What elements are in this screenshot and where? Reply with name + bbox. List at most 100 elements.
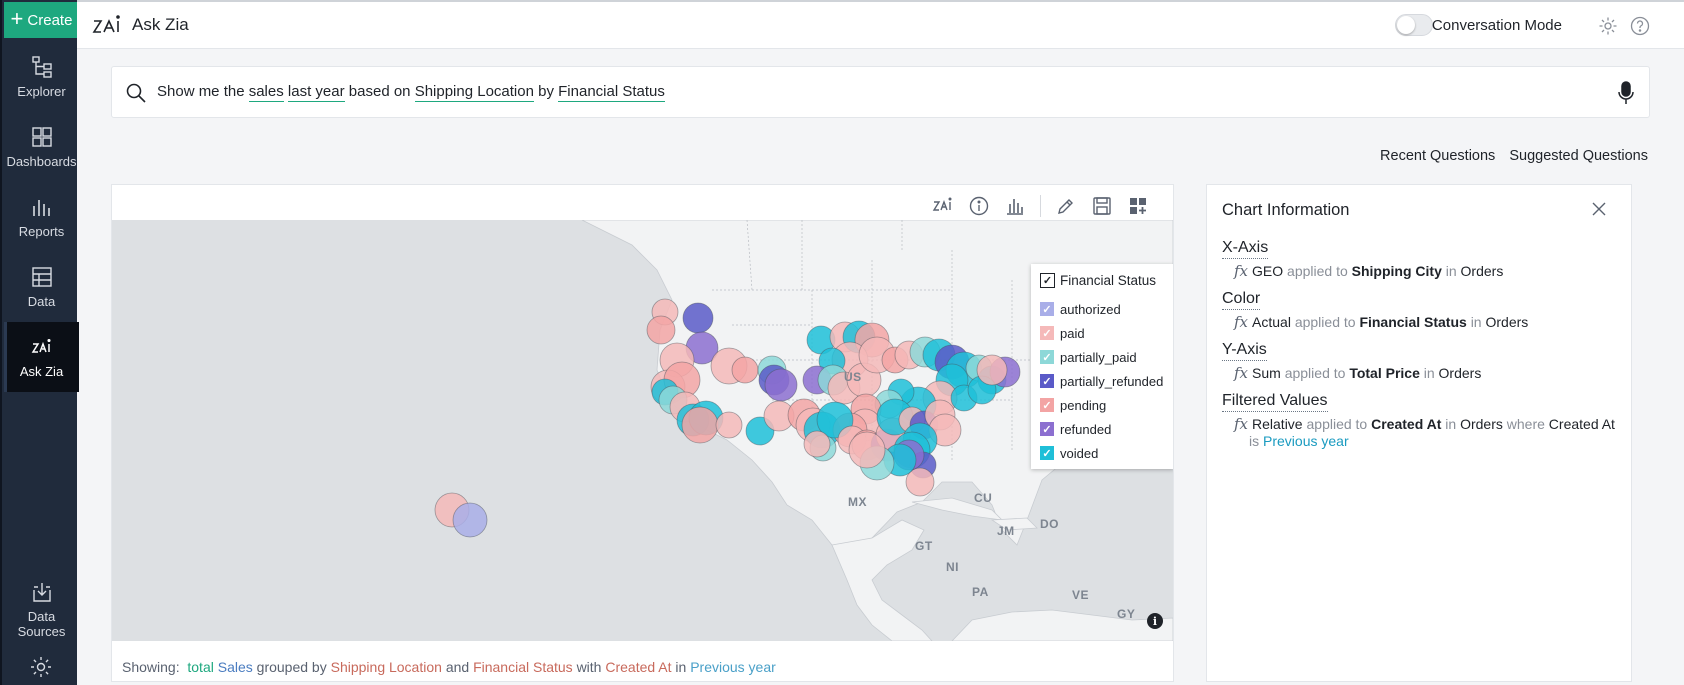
summary-text: in bbox=[675, 659, 687, 675]
legend-title-toggle[interactable]: ✓ Financial Status bbox=[1040, 270, 1165, 290]
page-title: Ask Zia bbox=[132, 15, 189, 34]
reports-icon bbox=[32, 200, 50, 216]
summary-prefix: Showing: bbox=[122, 659, 180, 675]
detail-text: applied to bbox=[1287, 263, 1348, 279]
map-label: JM bbox=[997, 524, 1015, 538]
checkbox-icon: ✓ bbox=[1040, 350, 1054, 364]
zia-insights-icon[interactable] bbox=[932, 195, 954, 217]
hispaniola-landmass bbox=[990, 517, 1038, 531]
map-bubble[interactable] bbox=[848, 431, 886, 469]
add-to-dashboard-icon[interactable] bbox=[1127, 195, 1149, 217]
info-icon[interactable] bbox=[968, 195, 990, 217]
map-bubble[interactable] bbox=[682, 302, 714, 334]
legend-label: refunded bbox=[1060, 421, 1112, 437]
function-name: Actual bbox=[1252, 314, 1291, 330]
detail-text: in bbox=[1445, 263, 1457, 279]
legend-label: pending bbox=[1060, 397, 1107, 413]
query-keyword: Shipping Location bbox=[414, 83, 534, 102]
edit-pencil-icon[interactable] bbox=[1055, 195, 1077, 217]
sidebar-item-reports[interactable]: Reports bbox=[4, 182, 79, 252]
map-bubble[interactable] bbox=[715, 411, 743, 439]
summary-dimension: Financial Status bbox=[473, 659, 573, 675]
map-bubble[interactable] bbox=[764, 368, 798, 402]
section-detail: fx Sum applied to Total Price in Orders bbox=[1234, 365, 1622, 382]
suggested-questions-link[interactable]: Suggested Questions bbox=[1509, 148, 1648, 164]
search-box[interactable]: Show me the sales last year based on Shi… bbox=[111, 66, 1650, 118]
map-canvas[interactable] bbox=[112, 220, 1173, 641]
section-detail: fx GEO applied to Shipping City in Orders bbox=[1234, 263, 1622, 280]
detail-text: applied to bbox=[1284, 365, 1346, 381]
detail-text: in bbox=[1423, 365, 1435, 381]
save-icon[interactable] bbox=[1091, 195, 1113, 217]
summary-filter-value: Previous year bbox=[690, 659, 776, 675]
south-america-landmass bbox=[951, 609, 1173, 641]
top-bar: Ask Zia Conversation Mode bbox=[77, 0, 1684, 49]
geo-map[interactable]: US MX CU DO JM GT NI PA VE GY i ✓ Financ… bbox=[112, 220, 1173, 641]
sidebar-item-explorer[interactable]: Explorer bbox=[4, 42, 79, 112]
section-title: Color bbox=[1222, 290, 1261, 310]
gear-icon[interactable] bbox=[1598, 16, 1618, 36]
ask-zia-icon bbox=[31, 338, 51, 353]
create-label: Create bbox=[27, 11, 73, 29]
function-icon: fx bbox=[1234, 313, 1249, 331]
checkbox-icon: ✓ bbox=[1040, 398, 1054, 412]
checkbox-icon: ✓ bbox=[1040, 272, 1055, 288]
search-icon bbox=[126, 83, 146, 103]
plus-icon: + bbox=[10, 6, 24, 31]
map-bubble[interactable] bbox=[452, 502, 488, 538]
zia-logo-icon bbox=[92, 15, 120, 33]
legend-item-partially-refunded[interactable]: ✓ partially_refunded bbox=[1040, 369, 1165, 393]
legend-item-partially-paid[interactable]: ✓ partially_paid bbox=[1040, 345, 1165, 369]
sidebar-item-dashboards[interactable]: Dashboards bbox=[4, 112, 79, 182]
create-button[interactable]: + Create bbox=[4, 2, 79, 38]
close-icon[interactable] bbox=[1589, 199, 1609, 219]
search-query[interactable]: Show me the sales last year based on Shi… bbox=[157, 83, 665, 102]
legend-item-voided[interactable]: ✓ voided bbox=[1040, 441, 1165, 465]
map-bubble[interactable] bbox=[905, 467, 935, 497]
legend-item-paid[interactable]: ✓ paid bbox=[1040, 321, 1165, 345]
map-bubble[interactable] bbox=[731, 356, 759, 384]
field-name: Financial Status bbox=[1359, 314, 1467, 330]
summary-aggregate: total bbox=[187, 659, 214, 675]
checkbox-icon: ✓ bbox=[1040, 302, 1054, 316]
query-text: by bbox=[533, 83, 559, 100]
legend-label: partially_paid bbox=[1060, 349, 1137, 365]
legend-title: Financial Status bbox=[1060, 272, 1157, 288]
map-bubble[interactable] bbox=[646, 315, 676, 345]
query-keyword: sales bbox=[248, 83, 284, 102]
summary-dimension: Shipping Location bbox=[330, 659, 442, 675]
legend-item-authorized[interactable]: ✓ authorized bbox=[1040, 297, 1165, 321]
conversation-mode-toggle[interactable] bbox=[1395, 14, 1433, 36]
checkbox-icon: ✓ bbox=[1040, 446, 1054, 460]
microphone-icon[interactable] bbox=[1615, 80, 1637, 106]
query-keyword: last year bbox=[287, 83, 345, 102]
map-label: MX bbox=[848, 495, 867, 509]
toolbar-divider bbox=[1040, 195, 1041, 217]
chart-panel: US MX CU DO JM GT NI PA VE GY i ✓ Financ… bbox=[111, 184, 1174, 682]
query-keyword: Financial Status bbox=[558, 83, 665, 102]
map-bubble[interactable] bbox=[681, 406, 719, 444]
section-detail: fx Relative applied to Created At in Orde… bbox=[1234, 416, 1622, 450]
settings-gear-icon[interactable] bbox=[29, 655, 53, 679]
sidebar-item-ask-zia[interactable]: Ask Zia bbox=[4, 322, 79, 392]
legend-label: voided bbox=[1060, 445, 1099, 461]
chart-information-body: X-Axis fx GEO applied to Shipping City in… bbox=[1222, 239, 1622, 460]
field-name: Total Price bbox=[1349, 365, 1420, 381]
map-label: DO bbox=[1040, 517, 1059, 531]
conversation-mode-label: Conversation Mode bbox=[1431, 17, 1562, 34]
detail-text: applied to bbox=[1306, 416, 1368, 432]
chart-type-icon[interactable] bbox=[1004, 195, 1026, 217]
map-bubble[interactable] bbox=[976, 354, 1008, 386]
query-text: Show me the bbox=[157, 83, 249, 100]
sidebar-item-data[interactable]: Data bbox=[4, 252, 79, 322]
detail-text: in bbox=[1470, 314, 1482, 330]
sidebar-item-data-sources[interactable]: Data Sources bbox=[4, 578, 79, 640]
map-bubble[interactable] bbox=[803, 430, 831, 458]
legend-item-pending[interactable]: ✓ pending bbox=[1040, 393, 1165, 417]
legend-item-refunded[interactable]: ✓ refunded bbox=[1040, 417, 1165, 441]
recent-questions-link[interactable]: Recent Questions bbox=[1380, 148, 1496, 164]
query-text: based on bbox=[344, 83, 415, 100]
data-icon bbox=[31, 267, 52, 287]
help-icon[interactable] bbox=[1630, 16, 1650, 36]
map-attribution-info-icon[interactable]: i bbox=[1147, 613, 1163, 629]
